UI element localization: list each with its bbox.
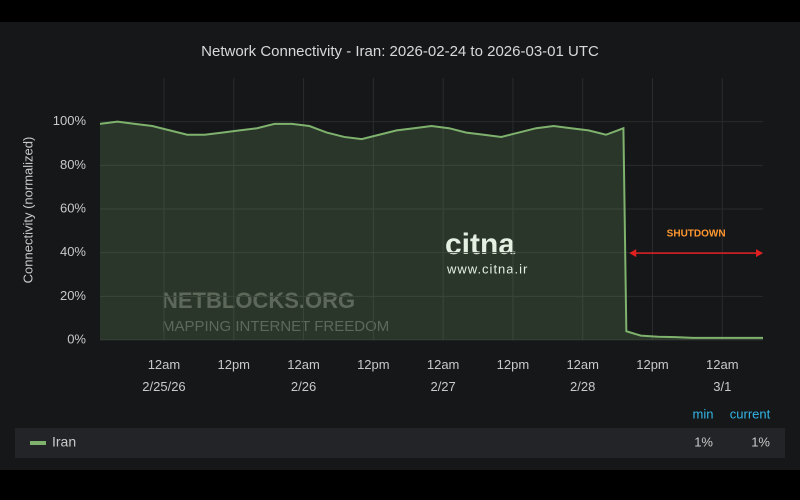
y-tick-label: 60% xyxy=(60,200,86,215)
area xyxy=(100,121,763,341)
legend-value: 1% xyxy=(694,434,713,449)
legend-label: Iran xyxy=(52,434,76,450)
x-tick-label: 12am 3/1 xyxy=(706,357,739,394)
y-tick-label: 40% xyxy=(60,244,86,259)
x-tick-label: 12pm xyxy=(636,357,669,372)
x-tick-label: 12am 2/28 xyxy=(566,357,599,394)
watermark: MAPPING INTERNET FREEDOM xyxy=(162,318,389,335)
y-tick-label: 20% xyxy=(60,288,86,303)
panel xyxy=(0,22,800,470)
x-tick-label: 12am 2/27 xyxy=(427,357,460,394)
legend-row xyxy=(15,428,785,458)
x-tick-label: 12am 2/26 xyxy=(287,357,320,394)
watermark: NETBLOCKS.ORG xyxy=(162,288,355,313)
y-axis-label: Connectivity (normalized) xyxy=(20,137,35,284)
watermark: www.citna.ir xyxy=(446,261,528,276)
legend-header: current xyxy=(730,406,771,421)
chart-title: Network Connectivity - Iran: 2026-02-24 … xyxy=(201,43,599,60)
legend-swatch xyxy=(30,441,46,445)
x-tick-label: 12am 2/25/26 xyxy=(142,357,185,394)
x-tick-label: 12pm xyxy=(217,357,250,372)
y-tick-label: 80% xyxy=(60,157,86,172)
y-tick-label: 100% xyxy=(53,113,87,128)
x-tick-label: 12pm xyxy=(497,357,530,372)
annotation: SHUTDOWN xyxy=(667,229,726,240)
legend-header: min xyxy=(693,406,714,421)
x-tick-label: 12pm xyxy=(357,357,390,372)
legend-value: 1% xyxy=(751,434,770,449)
y-tick-label: 0% xyxy=(67,331,86,346)
line xyxy=(99,120,763,339)
watermark: citna xyxy=(445,228,515,261)
